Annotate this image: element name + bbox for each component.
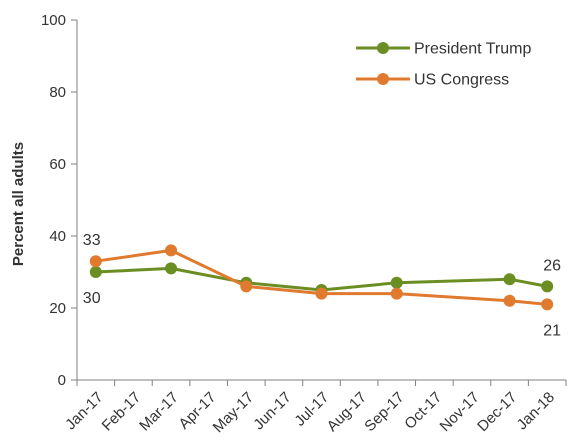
data-point — [89, 266, 102, 278]
legend-label: President Trump — [414, 41, 531, 58]
data-point — [165, 244, 178, 257]
data-point — [315, 287, 328, 300]
data-point — [89, 255, 102, 268]
data-label: 26 — [543, 257, 561, 274]
y-tick-label: 100 — [41, 12, 66, 29]
data-label: 33 — [83, 232, 101, 249]
y-tick-label: 0 — [58, 372, 66, 389]
x-tick-label: Sep-17 — [361, 389, 407, 435]
x-tick-label: Mar-17 — [136, 389, 182, 435]
legend-marker — [377, 73, 389, 85]
data-point — [503, 273, 516, 286]
data-label: 21 — [543, 322, 561, 339]
y-axis-title: Percent all adults — [10, 142, 27, 266]
data-labels: 33 30 26 21 — [83, 232, 561, 339]
x-tick-label: Jan-17 — [62, 389, 106, 433]
y-axis-ticks: 0 20 40 60 80 100 — [41, 12, 77, 389]
legend-item: US Congress — [356, 72, 509, 89]
data-point — [165, 262, 178, 275]
legend: President Trump US Congress — [356, 41, 531, 89]
x-tick-label: Aug-17 — [324, 389, 370, 435]
y-tick-label: 40 — [49, 228, 66, 245]
series-layer — [89, 244, 554, 311]
legend-marker — [377, 42, 389, 54]
x-tick-label: Jan-18 — [514, 389, 558, 433]
legend-label: US Congress — [414, 72, 509, 89]
x-tick-label: Nov-17 — [437, 389, 483, 435]
x-axis-ticks: Jan-17Feb-17Mar-17Apr-17May-17Jun-17Jul-… — [62, 380, 567, 436]
series-us-congress — [89, 244, 554, 311]
y-tick-label: 20 — [49, 300, 66, 317]
x-tick-label: May-17 — [210, 389, 257, 436]
data-point — [390, 287, 403, 300]
y-tick-label: 60 — [49, 156, 66, 173]
x-tick-label: Jun-17 — [250, 389, 294, 433]
legend-item: President Trump — [356, 41, 531, 58]
data-label: 30 — [83, 290, 101, 307]
axes — [76, 20, 566, 381]
data-point — [541, 280, 554, 293]
y-tick-label: 80 — [49, 84, 66, 101]
data-point — [240, 280, 253, 293]
x-tick-label: Dec-17 — [474, 389, 520, 435]
data-point — [541, 298, 554, 311]
x-tick-label: Feb-17 — [99, 389, 145, 435]
data-point — [503, 294, 516, 307]
data-point — [390, 276, 403, 289]
